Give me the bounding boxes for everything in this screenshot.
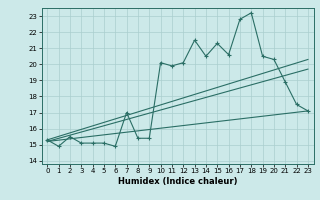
X-axis label: Humidex (Indice chaleur): Humidex (Indice chaleur) <box>118 177 237 186</box>
